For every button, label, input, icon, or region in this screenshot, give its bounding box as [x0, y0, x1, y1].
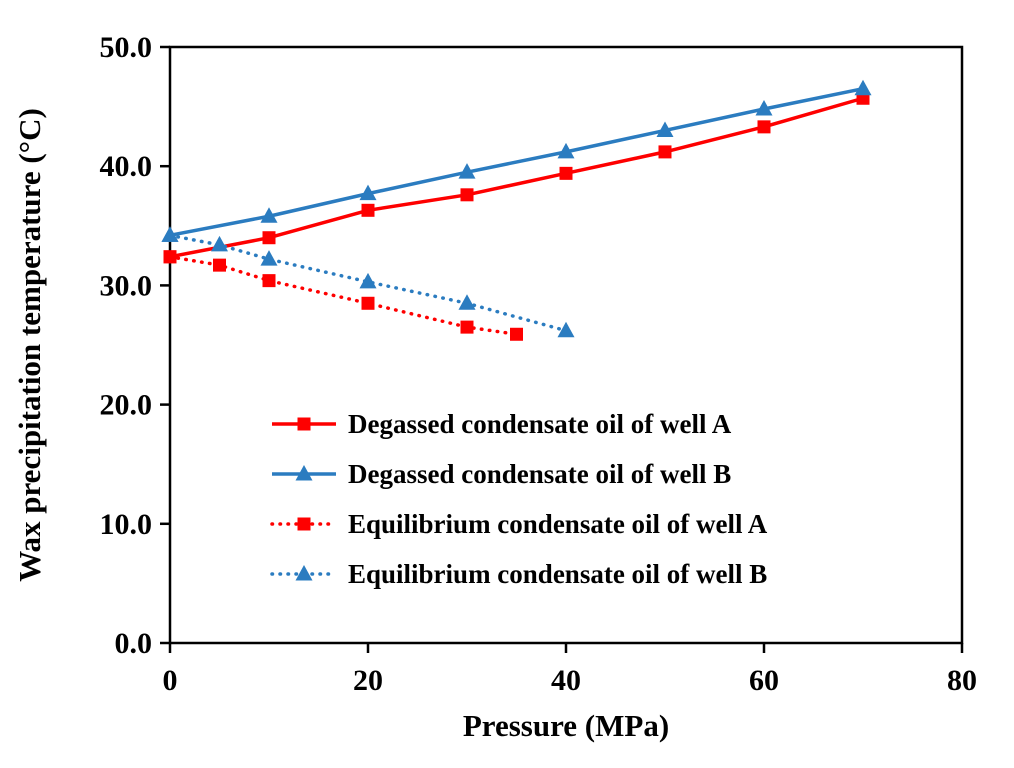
square-marker	[262, 274, 276, 288]
series-line	[168, 255, 519, 337]
x-axis-label: Pressure (MPa)	[462, 708, 670, 743]
triangle-marker	[557, 142, 575, 159]
legend-item: Equilibrium condensate oil of well A	[270, 509, 768, 539]
triangle-marker	[260, 207, 278, 223]
triangle-marker	[458, 163, 476, 179]
legend-item: Degassed condensate oil of well B	[272, 459, 731, 489]
square-marker	[213, 258, 226, 272]
series-4	[161, 226, 575, 338]
square-marker	[559, 166, 573, 180]
series-line	[169, 96, 864, 259]
series-line	[168, 233, 568, 333]
y-tick-label: 20.0	[100, 389, 153, 422]
triangle-marker	[755, 99, 773, 116]
y-tick-label: 40.0	[100, 150, 153, 183]
square-marker	[297, 417, 311, 431]
triangle-marker	[359, 184, 377, 201]
x-tick-label: 80	[947, 664, 977, 697]
square-marker	[297, 517, 311, 531]
series-line	[169, 87, 864, 238]
legend-label: Degassed condensate oil of well B	[348, 459, 731, 489]
legend: Degassed condensate oil of well A Degasse…	[270, 409, 768, 589]
legend-item: Equilibrium condensate oil of well B	[270, 559, 767, 589]
triangle-marker	[295, 465, 313, 481]
square-marker	[361, 296, 375, 310]
triangle-marker	[656, 121, 674, 137]
legend-label: Degassed condensate oil of well A	[348, 409, 732, 439]
square-marker	[757, 120, 771, 134]
square-marker	[460, 188, 474, 202]
triangle-marker	[557, 321, 575, 338]
triangle-marker	[211, 235, 228, 252]
legend-item: Degassed condensate oil of well A	[272, 409, 732, 439]
square-marker	[658, 145, 672, 159]
square-marker	[510, 327, 523, 341]
square-marker	[460, 320, 474, 334]
y-tick-label: 10.0	[100, 508, 153, 541]
y-tick-label: 0.0	[115, 627, 153, 660]
x-tick-label: 60	[749, 664, 779, 697]
y-tick-label: 50.0	[100, 31, 153, 64]
triangle-marker	[359, 272, 377, 289]
plot-border	[168, 45, 964, 645]
series-2	[161, 79, 872, 242]
x-tick-label: 40	[551, 664, 581, 697]
y-tick-label: 30.0	[100, 269, 153, 302]
triangle-marker	[260, 250, 278, 266]
x-tick-label: 0	[163, 664, 178, 697]
x-tick-label: 20	[353, 664, 383, 697]
series-1	[163, 91, 870, 264]
legend-label: Equilibrium condensate oil of well B	[348, 559, 767, 589]
square-marker	[262, 231, 276, 245]
square-marker	[361, 203, 375, 217]
series-3	[163, 250, 523, 341]
square-marker	[163, 250, 177, 264]
triangle-marker	[295, 565, 313, 581]
triangle-marker	[854, 79, 872, 96]
triangle-marker	[458, 294, 476, 310]
triangle-marker	[161, 226, 179, 242]
legend-label: Equilibrium condensate oil of well A	[348, 509, 768, 539]
